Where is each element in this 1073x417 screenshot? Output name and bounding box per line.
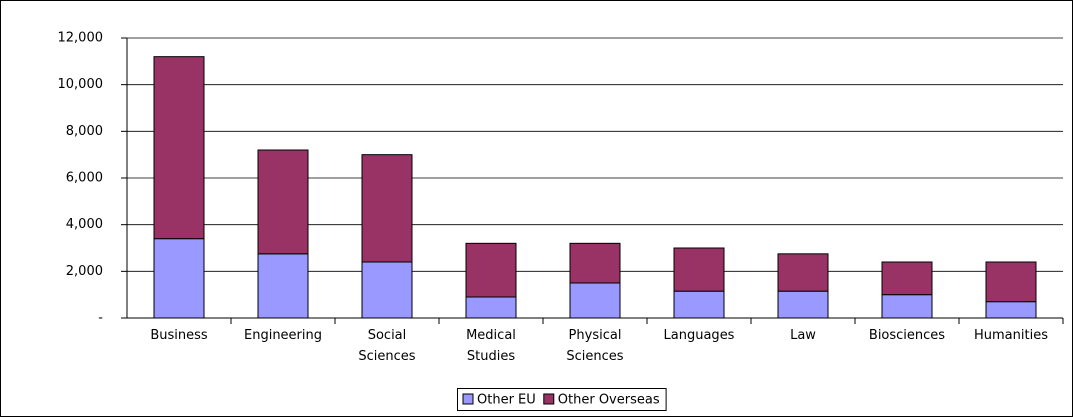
bar-segment bbox=[361, 261, 413, 319]
legend-label: Other EU bbox=[477, 393, 536, 408]
x-tick-label: Medical Studies bbox=[466, 328, 516, 364]
x-tick-label: Business bbox=[150, 328, 208, 343]
x-tick-label: Humanities bbox=[974, 328, 1048, 343]
x-tick-label: Languages bbox=[663, 328, 735, 343]
bar-segment bbox=[777, 290, 829, 319]
y-tick-label: 4,000 bbox=[66, 217, 103, 232]
bar-segment bbox=[985, 301, 1037, 319]
legend-swatch bbox=[543, 393, 555, 405]
x-tick-label: Biosciences bbox=[868, 328, 946, 343]
legend-label: Other Overseas bbox=[558, 393, 660, 408]
bar-segment bbox=[361, 154, 413, 263]
bar-segment bbox=[673, 247, 725, 292]
bar-segment bbox=[465, 242, 517, 298]
bar-segment bbox=[569, 282, 621, 319]
y-tick-label: 8,000 bbox=[66, 124, 103, 139]
y-tick-label: 2,000 bbox=[66, 264, 103, 279]
x-tick-label: Law bbox=[790, 328, 816, 343]
x-tick-label: Physical Sciences bbox=[566, 328, 624, 364]
bar-segment bbox=[257, 253, 309, 319]
x-tick-label: Social Sciences bbox=[358, 328, 416, 364]
bar-segment bbox=[569, 242, 621, 284]
bar-segment bbox=[881, 294, 933, 319]
bar-segment bbox=[153, 238, 205, 319]
bar-segment bbox=[673, 290, 725, 319]
bar-segment bbox=[153, 56, 205, 240]
legend-swatch bbox=[462, 393, 474, 405]
y-tick-label: 10,000 bbox=[58, 77, 104, 92]
bar-segment bbox=[881, 261, 933, 296]
bar-segment bbox=[465, 296, 517, 319]
x-tick-label: Engineering bbox=[244, 328, 322, 343]
legend-box bbox=[457, 388, 667, 411]
bar-segment bbox=[257, 149, 309, 255]
bar-segment bbox=[777, 253, 829, 292]
bar-segment bbox=[985, 261, 1037, 303]
y-tick-label: 6,000 bbox=[66, 171, 103, 186]
y-tick-label: 12,000 bbox=[58, 31, 104, 46]
y-tick-label: - bbox=[98, 311, 103, 326]
